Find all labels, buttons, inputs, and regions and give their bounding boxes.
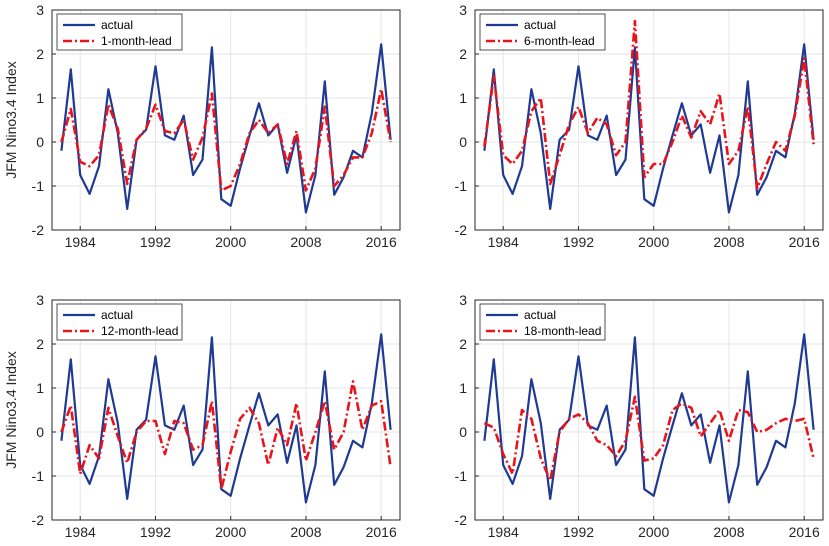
- x-tick-label: 2000: [215, 524, 246, 540]
- series-line-6-month-lead: [483, 19, 815, 190]
- y-tick-label: -1: [32, 178, 45, 194]
- x-tick-label: 2016: [789, 234, 820, 250]
- y-tick-label: 0: [459, 134, 467, 150]
- legend-box: [479, 13, 606, 51]
- y-tick-label: 0: [459, 424, 467, 440]
- x-tick-label: 2000: [638, 234, 669, 250]
- series-line-actual: [60, 333, 392, 504]
- chart-panel-4: 1984 1992 2000 2008 2016 -2 -1 0 1 2 3 actual 18-mon…: [455, 292, 824, 540]
- y-tick-label: -2: [32, 222, 45, 238]
- y-tick-label: 2: [459, 336, 467, 352]
- chart-panel-1: 1984 1992 2000 2008 2016 -2 -1 0 1 2 3 JFM Nino3.4 …: [3, 2, 401, 250]
- legend-label-actual: actual: [524, 18, 556, 32]
- y-axis-label: JFM Nino3.4 Index: [3, 351, 19, 469]
- x-tick-label: 2008: [290, 524, 321, 540]
- x-tick-label: 1992: [563, 234, 594, 250]
- x-tick-label: 1984: [488, 524, 519, 540]
- legend-label-actual: actual: [101, 18, 133, 32]
- legend: actual 12-month-lead: [56, 303, 183, 341]
- axes-box: [474, 299, 824, 521]
- legend-label-6-month-lead: 6-month-lead: [524, 34, 595, 48]
- y-tick-label: -1: [455, 468, 468, 484]
- y-tick-label: 3: [459, 2, 467, 18]
- y-tick-label: -2: [455, 512, 468, 528]
- chart-panel-2: 1984 1992 2000 2008 2016 -2 -1 0 1 2 3 actual 6-mont…: [455, 2, 824, 250]
- y-tick-label: 3: [459, 292, 467, 308]
- y-tick-label: 2: [36, 46, 44, 62]
- series-line-18-month-lead: [483, 395, 815, 482]
- legend-box: [56, 13, 183, 51]
- y-tick-label: 3: [36, 292, 44, 308]
- legend-box: [479, 303, 606, 341]
- y-tick-label: 1: [459, 90, 467, 106]
- y-tick-label: -1: [455, 178, 468, 194]
- y-tick-label: 2: [459, 46, 467, 62]
- x-tick-label: 2016: [366, 234, 397, 250]
- series-line-actual: [483, 43, 815, 214]
- series-line-12-month-lead: [60, 380, 392, 491]
- y-tick-label: 1: [36, 380, 44, 396]
- axes-box: [51, 299, 401, 521]
- series-line-actual: [483, 333, 815, 504]
- y-tick-label: 2: [36, 336, 44, 352]
- y-tick-label: 0: [36, 134, 44, 150]
- legend-label-actual: actual: [524, 308, 556, 322]
- series-line-actual: [60, 43, 392, 214]
- legend-box: [56, 303, 183, 341]
- y-tick-label: 0: [36, 424, 44, 440]
- x-tick-label: 2008: [290, 234, 321, 250]
- y-tick-label: -2: [32, 512, 45, 528]
- axes-box: [474, 9, 824, 231]
- x-tick-label: 2008: [713, 234, 744, 250]
- x-tick-label: 2016: [366, 524, 397, 540]
- legend: actual 18-month-lead: [479, 303, 606, 341]
- series-line-1-month-lead: [60, 87, 392, 192]
- x-tick-label: 1984: [65, 524, 96, 540]
- y-tick-label: -1: [32, 468, 45, 484]
- x-tick-label: 1984: [65, 234, 96, 250]
- legend-label-1-month-lead: 1-month-lead: [101, 34, 172, 48]
- legend-label-12-month-lead: 12-month-lead: [101, 324, 178, 338]
- x-tick-label: 2016: [789, 524, 820, 540]
- legend-label-18-month-lead: 18-month-lead: [524, 324, 601, 338]
- x-tick-label: 1992: [563, 524, 594, 540]
- axes-box: [51, 9, 401, 231]
- x-tick-label: 1992: [140, 524, 171, 540]
- x-tick-label: 1992: [140, 234, 171, 250]
- legend: actual 1-month-lead: [56, 13, 183, 51]
- y-axis-label: JFM Nino3.4 Index: [3, 61, 19, 179]
- x-tick-label: 2008: [713, 524, 744, 540]
- x-tick-label: 2000: [638, 524, 669, 540]
- chart-panel-3: 1984 1992 2000 2008 2016 -2 -1 0 1 2 3 JFM Nino3.4 …: [3, 292, 401, 540]
- legend-label-actual: actual: [101, 308, 133, 322]
- y-tick-label: -2: [455, 222, 468, 238]
- x-tick-label: 2000: [215, 234, 246, 250]
- x-tick-label: 1984: [488, 234, 519, 250]
- y-tick-label: 1: [36, 90, 44, 106]
- y-tick-label: 1: [459, 380, 467, 396]
- legend: actual 6-month-lead: [479, 13, 606, 51]
- y-tick-label: 3: [36, 2, 44, 18]
